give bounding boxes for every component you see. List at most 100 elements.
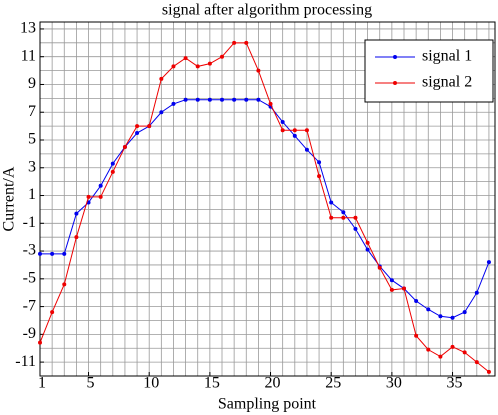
- x-tick-label: 30: [386, 375, 402, 392]
- legend-marker: [393, 81, 397, 85]
- data-point: [341, 215, 346, 220]
- data-point: [280, 128, 285, 133]
- data-point: [220, 97, 224, 102]
- data-point: [159, 110, 164, 115]
- data-point: [317, 160, 322, 165]
- data-point: [280, 119, 285, 124]
- data-point: [50, 251, 55, 256]
- data-point: [486, 369, 491, 374]
- data-point: [171, 101, 176, 106]
- y-tick-label: -3: [23, 242, 36, 259]
- data-point: [486, 260, 491, 265]
- data-point: [232, 40, 237, 45]
- data-point: [450, 315, 455, 320]
- data-point: [462, 350, 467, 355]
- data-point: [147, 124, 152, 129]
- data-point: [62, 282, 67, 287]
- data-point: [474, 290, 479, 295]
- data-point: [329, 200, 334, 205]
- series-line: [40, 99, 490, 319]
- data-point: [414, 299, 419, 304]
- data-point: [450, 344, 455, 349]
- data-point: [244, 40, 249, 45]
- data-point: [402, 286, 406, 291]
- data-point: [135, 124, 140, 129]
- data-point: [292, 133, 297, 138]
- data-point: [183, 56, 188, 61]
- data-point: [244, 97, 249, 102]
- data-point: [98, 183, 103, 188]
- y-tick-label: -11: [15, 353, 36, 370]
- legend-marker: [393, 55, 397, 59]
- x-tick-label: 15: [204, 375, 220, 392]
- data-point: [183, 97, 188, 102]
- y-tick-label: 3: [28, 158, 36, 175]
- y-tick-label: 11: [21, 47, 36, 64]
- data-point: [195, 64, 200, 69]
- data-point: [377, 265, 382, 270]
- data-point: [110, 169, 115, 174]
- data-point: [62, 251, 67, 256]
- data-point: [268, 101, 273, 106]
- y-tick-label: 13: [20, 20, 36, 37]
- data-point: [426, 347, 431, 352]
- y-tick-label: 1: [28, 186, 36, 203]
- data-point: [474, 360, 479, 365]
- y-tick-label: -1: [23, 214, 36, 231]
- data-point: [74, 211, 79, 216]
- data-point: [462, 310, 467, 315]
- data-point: [195, 97, 200, 102]
- x-axis-label: Sampling point: [218, 396, 317, 413]
- data-point: [292, 128, 297, 133]
- data-point: [438, 314, 443, 319]
- legend-label: signal 1: [422, 48, 472, 65]
- data-point: [50, 310, 55, 315]
- data-point: [98, 194, 103, 199]
- data-point: [353, 215, 358, 220]
- data-point: [304, 147, 309, 152]
- chart-title: signal after algorithm processing: [162, 2, 372, 19]
- data-point: [438, 354, 443, 359]
- x-tick-label: 5: [87, 375, 95, 392]
- data-point: [232, 97, 237, 102]
- data-point: [110, 161, 115, 166]
- data-point: [207, 61, 212, 66]
- x-tick-label: 10: [143, 375, 159, 392]
- data-point: [365, 240, 370, 245]
- data-point: [353, 226, 358, 231]
- data-point: [256, 97, 261, 102]
- data-point: [135, 131, 140, 136]
- data-point: [171, 64, 176, 69]
- x-tick-label: 1: [38, 375, 46, 392]
- legend-label: signal 2: [422, 74, 472, 91]
- y-tick-label: -7: [23, 297, 36, 314]
- data-point: [341, 210, 346, 215]
- data-point: [329, 215, 334, 220]
- data-point: [220, 54, 224, 59]
- y-tick-label: 9: [28, 75, 36, 92]
- plot-frame: [39, 21, 496, 377]
- legend-box: [364, 39, 494, 103]
- x-tick-label: 35: [447, 375, 463, 392]
- legend: signal 1 signal 2: [364, 39, 494, 103]
- y-tick-label: 5: [28, 131, 36, 148]
- y-tick-label: -9: [23, 325, 36, 342]
- data-point: [86, 194, 91, 199]
- data-point: [389, 287, 394, 292]
- data-point: [256, 68, 261, 73]
- data-point: [207, 97, 212, 102]
- x-tick-label: 25: [325, 375, 341, 392]
- data-point: [365, 247, 370, 252]
- data-point: [304, 128, 309, 133]
- data-point: [38, 251, 42, 256]
- data-point: [74, 235, 79, 240]
- data-point: [38, 340, 42, 345]
- data-point: [159, 76, 164, 81]
- y-tick-label: -5: [23, 269, 36, 286]
- x-tick-label: 20: [265, 375, 281, 392]
- data-point: [317, 174, 322, 179]
- data-point: [414, 333, 419, 338]
- data-point: [426, 307, 431, 312]
- data-point: [389, 278, 394, 283]
- series-line: [39, 42, 490, 373]
